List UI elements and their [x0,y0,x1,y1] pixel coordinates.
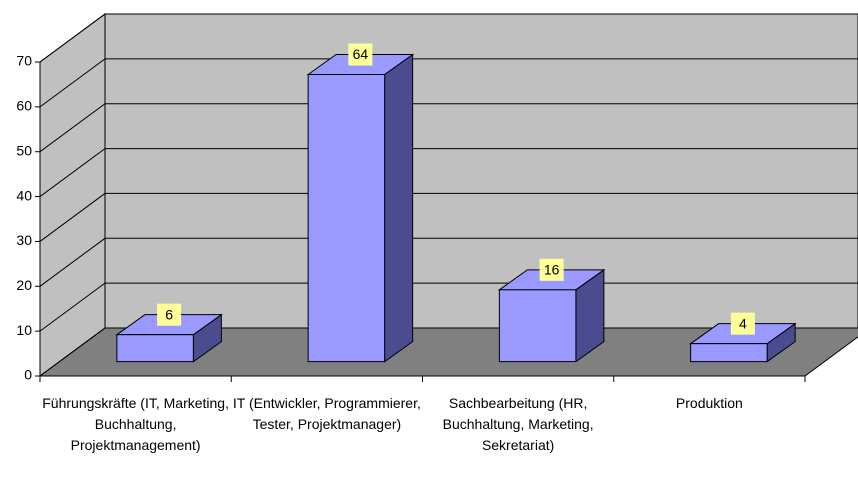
x-tick-label: Sachbearbeitung (HR, Buchhaltung, Market… [442,395,594,453]
data-label-bg [539,258,564,281]
grid-line [39,192,858,242]
bar-front [116,334,194,363]
y-tick-label: 30 [16,232,32,248]
grid-line [39,148,858,197]
data-label-bg [348,43,373,66]
y-tick-label: 70 [16,53,32,69]
data-label: 16 [544,262,560,278]
bar-front [690,343,768,363]
data-label-bg [730,312,755,335]
y-tick-label: 50 [16,142,32,158]
grid-line [39,237,858,287]
grid-line [39,13,858,63]
data-label: 6 [165,306,173,322]
x-tick-label: Führungskräfte (IT, Marketing, Buchhaltu… [42,395,229,453]
data-label: 64 [353,46,369,62]
bar [306,53,415,363]
bar-side [384,53,414,363]
data-label: 4 [739,315,747,331]
x-tick-label: Produktion [675,395,743,411]
x-tick-label: IT (Entwickler, Programmierer, Tester, P… [232,395,421,432]
bar-front [307,74,386,363]
grid-line [39,327,858,377]
grid-line [39,103,858,153]
y-tick-label: 20 [16,277,32,293]
y-tick-label: 40 [16,187,32,203]
grid-line [39,58,858,108]
bar-front [498,289,577,363]
y-tick-label: 0 [24,367,32,383]
y-tick-label: 60 [16,98,32,114]
side-wall [39,13,106,377]
data-label-bg [157,303,182,326]
bar [497,268,606,363]
grid-line [39,282,858,332]
y-tick-label: 10 [16,322,32,338]
back-wall [104,13,858,329]
